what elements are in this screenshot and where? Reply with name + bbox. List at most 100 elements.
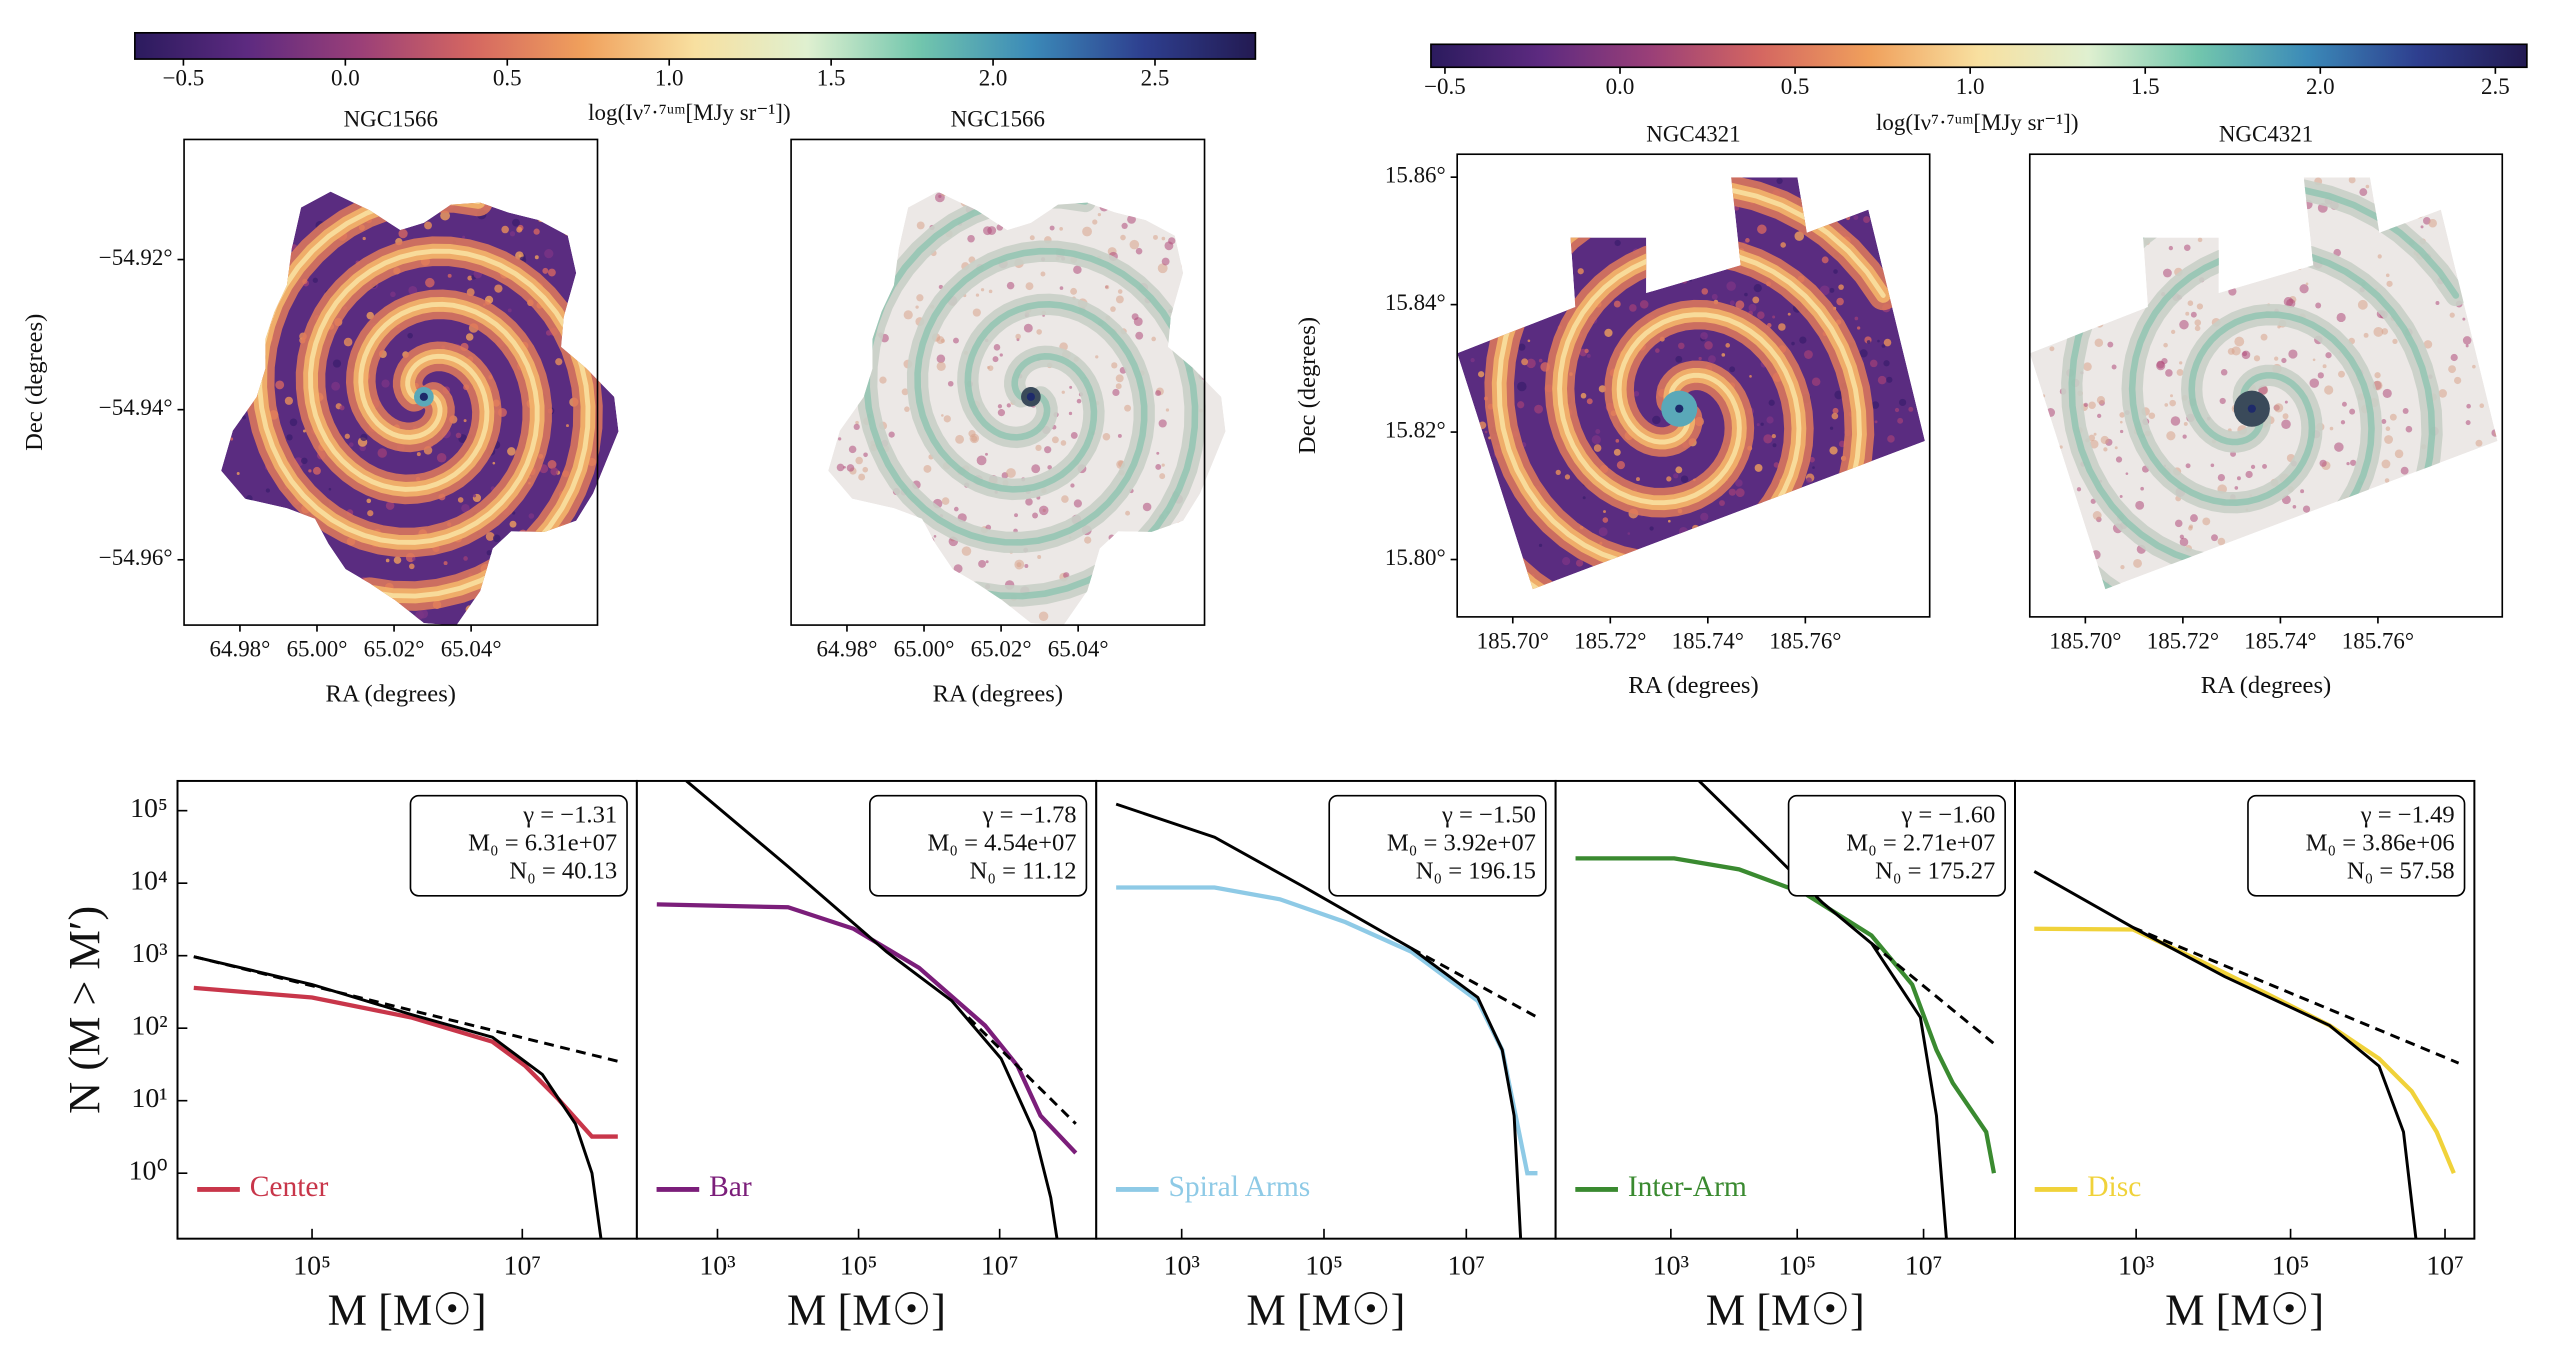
galaxy-texture [869, 579, 875, 585]
galaxy-texture [2133, 558, 2142, 568]
galaxy-texture [1014, 559, 1025, 570]
galaxy-texture [1763, 434, 1773, 444]
galaxy-texture [2058, 540, 2067, 549]
galaxy-texture [1592, 177, 1598, 180]
galaxy-texture [792, 299, 799, 306]
galaxy-texture [1831, 495, 1842, 506]
galaxy-texture [2438, 194, 2445, 201]
galaxy-texture [1025, 498, 1033, 506]
galaxy-texture [2265, 610, 2272, 617]
galaxy-texture [1675, 355, 1683, 363]
galaxy-texture [2168, 245, 2173, 251]
galaxy-texture [1110, 306, 1116, 312]
galaxy-texture [2163, 342, 2168, 348]
galaxy-texture [563, 327, 570, 333]
galaxy-texture [1708, 355, 1716, 364]
galaxy-texture [1116, 556, 1121, 561]
galaxy-texture [1739, 516, 1746, 523]
galaxy-texture [1602, 517, 1609, 523]
x-tick-label: 65.00° [894, 637, 955, 662]
galaxy-texture [559, 184, 566, 191]
galaxy-texture [2234, 336, 2245, 347]
galaxy-texture [260, 354, 266, 360]
x-axis-label: M [M☉] [1706, 1285, 1865, 1334]
galaxy-texture [1125, 510, 1131, 516]
galaxy-texture [377, 448, 388, 458]
galaxy-texture [1922, 309, 1925, 314]
galaxy-texture [2385, 512, 2393, 520]
galaxy-texture [2164, 403, 2169, 407]
galaxy-texture [899, 599, 906, 607]
galaxy-texture [1115, 374, 1124, 383]
galaxy-texture [1824, 503, 1828, 507]
galaxy-texture [1916, 364, 1925, 374]
y-tick-label: 15.86° [1385, 162, 1446, 187]
galaxy-texture [230, 567, 239, 576]
galaxy-texture [1698, 356, 1702, 361]
galaxy-texture [1748, 303, 1757, 312]
galaxy-texture [1857, 326, 1861, 330]
galaxy-texture [958, 178, 965, 185]
galaxy-texture [2300, 489, 2305, 494]
galaxy-texture [940, 191, 947, 197]
galaxy-texture [408, 563, 415, 570]
galaxy-texture [1105, 543, 1114, 552]
galaxy-texture [418, 216, 422, 220]
galaxy-texture [1172, 620, 1176, 624]
galaxy-texture [2061, 512, 2066, 516]
galaxy-texture [839, 151, 848, 160]
fit-line [685, 780, 1059, 1239]
galaxy-texture [286, 434, 293, 441]
galaxy-texture [1539, 220, 1548, 229]
galaxy-texture [1760, 422, 1764, 426]
power-law-line [2132, 926, 2460, 1065]
galaxy-texture [1129, 239, 1140, 250]
galaxy-texture [1702, 606, 1708, 612]
galaxy-texture [1726, 209, 1733, 216]
galaxy-texture [227, 212, 232, 217]
galaxy-texture [1782, 157, 1790, 165]
galaxy-texture [557, 163, 562, 168]
galaxy-texture [385, 151, 394, 160]
galaxy-texture [1772, 443, 1777, 448]
galaxy-texture [2211, 534, 2218, 542]
galaxy-texture [2206, 574, 2210, 578]
annotation: N₀ = 40.13 [509, 857, 617, 884]
galaxy-texture [332, 359, 342, 368]
galaxy-texture [240, 576, 248, 584]
galaxy-texture [2254, 586, 2259, 590]
galaxy-texture [1853, 215, 1859, 221]
galaxy-texture [855, 456, 863, 465]
y-tick-label: 10² [131, 1011, 167, 1042]
galaxy-texture [1880, 464, 1887, 471]
x-axis-label: RA (degrees) [1628, 672, 1758, 699]
galaxy-texture [2054, 170, 2058, 174]
galaxy-texture [2179, 361, 2183, 365]
galaxy-texture [2336, 312, 2346, 323]
galaxy-texture [1852, 474, 1860, 482]
galaxy-texture [455, 187, 459, 191]
galaxy-texture [1114, 589, 1123, 598]
galaxy-texture [1805, 193, 1809, 197]
x-tick-label: 185.72° [2147, 628, 2219, 653]
galaxy-texture [408, 285, 418, 295]
galaxy-texture [203, 502, 211, 510]
galaxy-texture [878, 604, 885, 611]
galaxy-texture [2415, 491, 2419, 495]
galaxy-texture [2406, 509, 2416, 519]
galaxy-texture [828, 412, 834, 420]
galaxy-texture [196, 542, 202, 548]
galaxy-texture [1808, 221, 1816, 229]
galaxy-texture [1506, 190, 1512, 196]
galaxy-texture [229, 221, 233, 225]
galaxy-texture [1091, 160, 1098, 167]
y-tick-label: 10⁴ [130, 866, 168, 897]
galaxy-texture [362, 236, 366, 241]
galaxy-texture [2404, 604, 2410, 610]
spiral-arm [308, 248, 591, 599]
galaxy-texture [2281, 419, 2291, 430]
galaxy-texture [1121, 222, 1128, 230]
galaxy-texture [2146, 177, 2153, 180]
galaxy-nucleus [1026, 392, 1035, 401]
galaxy-texture [1169, 187, 1172, 190]
